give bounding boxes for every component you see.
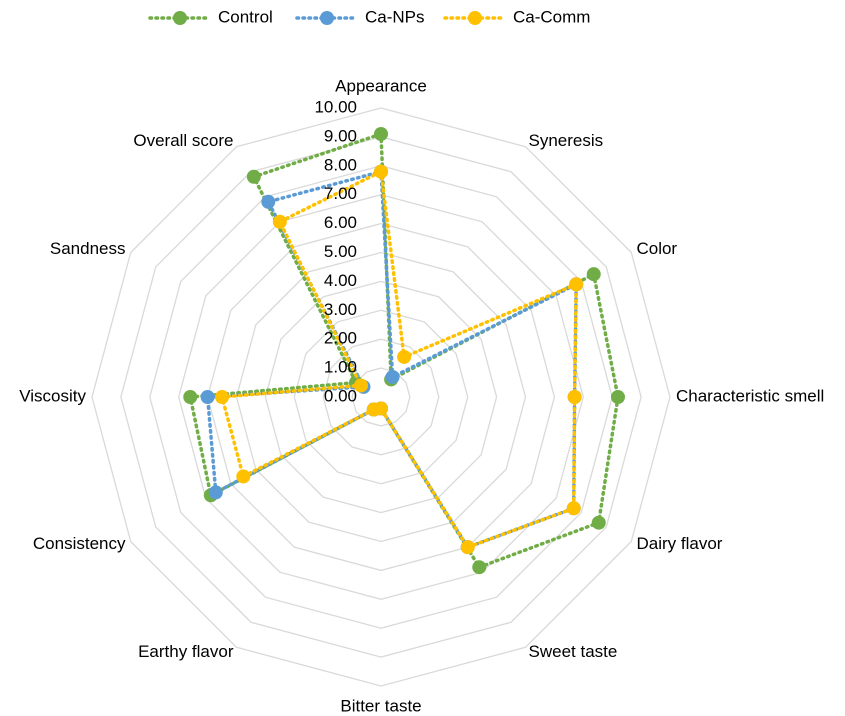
data-point	[567, 390, 582, 404]
y-tick-label: 0.00	[324, 386, 357, 405]
data-point	[397, 349, 412, 364]
data-point	[236, 469, 251, 484]
data-point	[200, 390, 215, 404]
data-point	[472, 560, 487, 575]
category-label: Consistency	[33, 534, 126, 553]
legend-label: Control	[218, 7, 273, 26]
legend-marker	[173, 11, 187, 25]
data-point	[353, 378, 368, 393]
legend-marker	[320, 11, 334, 25]
category-label: Color	[636, 239, 677, 258]
data-point	[272, 214, 287, 229]
category-label: Appearance	[335, 76, 427, 95]
category-label: Characteristic smell	[676, 386, 824, 405]
data-point	[586, 267, 601, 282]
category-label: Overall score	[133, 131, 233, 150]
data-point	[246, 169, 261, 184]
data-point	[460, 540, 475, 555]
legend-label: Ca-NPs	[365, 7, 425, 26]
data-point	[610, 390, 625, 404]
data-point	[591, 515, 606, 530]
data-point	[208, 485, 223, 500]
data-point	[385, 369, 400, 384]
grid-ring	[206, 222, 556, 572]
data-point	[569, 277, 584, 292]
category-label: Viscosity	[19, 386, 86, 405]
data-point	[261, 194, 276, 209]
data-point	[183, 390, 198, 404]
data-point	[374, 164, 388, 179]
category-label: Bitter taste	[340, 696, 421, 715]
grid-ring	[322, 338, 440, 456]
y-tick-label: 3.00	[324, 300, 357, 319]
category-label: Syneresis	[529, 131, 604, 150]
category-label: Dairy flavor	[636, 534, 722, 553]
grid-ring	[120, 136, 642, 658]
y-tick-label: 8.00	[324, 155, 357, 174]
y-tick-label: 6.00	[324, 213, 357, 232]
y-tick-label: 4.00	[324, 271, 357, 290]
y-tick-label: 1.00	[324, 358, 357, 377]
data-point	[374, 127, 388, 142]
grid-ring	[264, 280, 498, 514]
category-label: Earthy flavor	[138, 642, 234, 661]
grid-ring	[178, 194, 584, 600]
y-tick-label: 5.00	[324, 242, 357, 261]
legend-label: Ca-Comm	[513, 7, 590, 26]
grid-ring	[91, 107, 671, 687]
y-tick-label: 9.00	[324, 126, 357, 145]
legend-marker	[468, 11, 482, 25]
data-point	[566, 501, 581, 516]
data-point	[366, 402, 381, 417]
category-label: Sandness	[50, 239, 126, 258]
y-tick-label: 7.00	[324, 184, 357, 203]
series-line	[205, 169, 578, 550]
category-label: Sweet taste	[529, 642, 618, 661]
y-tick-label: 2.00	[324, 329, 357, 348]
grid-ring	[293, 309, 469, 485]
data-point	[215, 390, 230, 404]
grid-ring	[235, 251, 527, 543]
y-tick-label: 10.00	[314, 97, 357, 116]
